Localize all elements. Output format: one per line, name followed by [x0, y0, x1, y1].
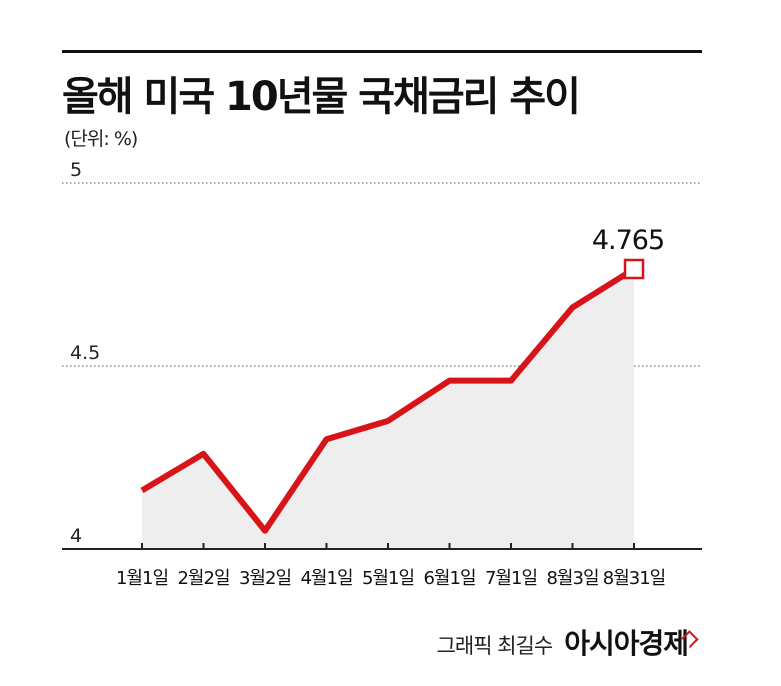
- y-tick-label: 4: [70, 525, 82, 547]
- x-tick-label: 3월2일: [239, 568, 291, 589]
- highlight-value-label: 4.765: [592, 225, 664, 256]
- x-ticks: [141, 543, 635, 549]
- unit-label: (단위: %): [64, 128, 138, 150]
- credit-text: 그래픽 최길수: [436, 634, 554, 658]
- x-tick-label: 6월1일: [423, 568, 475, 589]
- x-tick-label: 8월31일: [603, 568, 665, 589]
- brand-logo: 아시아경제: [564, 627, 689, 660]
- chart-title: 올해 미국 10년물 국채금리 추이: [62, 74, 581, 120]
- x-tick-label: 8월3일: [546, 568, 598, 589]
- x-tick-label: 1월1일: [116, 568, 168, 589]
- x-tick-label: 5월1일: [362, 568, 414, 589]
- top-rule: [62, 50, 702, 53]
- area-fill: [142, 269, 634, 549]
- highlight-marker: [623, 258, 645, 280]
- x-tick-label: 7월1일: [485, 568, 537, 589]
- footer: 그래픽 최길수 아시아경제: [437, 622, 703, 662]
- highlight: 4.765: [592, 225, 665, 280]
- x-tick-label: 2월2일: [177, 568, 229, 589]
- x-tick-labels: 1월1일 2월2일 3월2일 4월1일 5월1일 6월1일 7월1일 8월3일 8월31일: [116, 568, 666, 589]
- y-tick-labels: 44.55: [70, 159, 100, 547]
- y-tick-label: 5: [70, 159, 82, 181]
- y-tick-label: 4.5: [70, 342, 100, 364]
- series-line: [140, 266, 636, 534]
- x-tick-label: 4월1일: [300, 568, 352, 589]
